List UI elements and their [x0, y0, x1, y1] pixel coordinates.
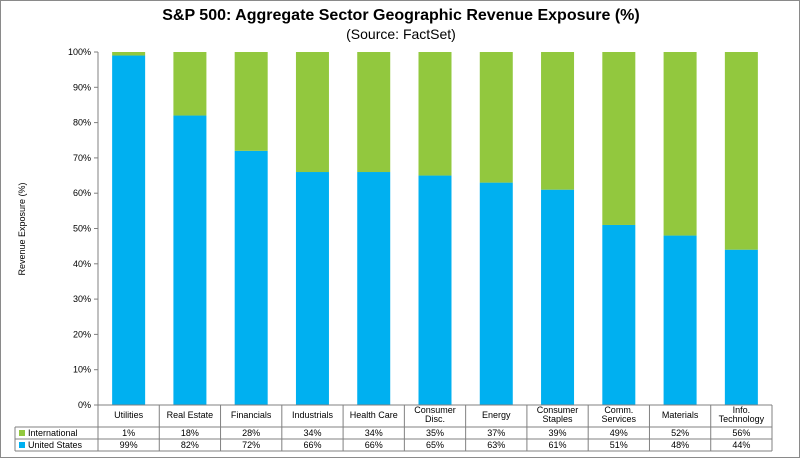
y-tick-label: 30% — [73, 294, 91, 304]
bar-united-states — [173, 115, 207, 405]
x-tick-label: Financials — [231, 410, 272, 420]
x-tick-label: Consumer — [537, 405, 579, 415]
x-tick-label: Technology — [719, 414, 765, 424]
bar-international — [173, 52, 207, 116]
bar-united-states — [541, 189, 575, 405]
data-label: 44% — [732, 440, 750, 450]
x-tick-label: Utilities — [114, 410, 144, 420]
bar-united-states — [234, 150, 268, 405]
data-label: 28% — [242, 428, 260, 438]
y-tick-label: 0% — [78, 400, 91, 410]
data-label: 49% — [610, 428, 628, 438]
bar-international — [295, 52, 329, 173]
data-label: 48% — [671, 440, 689, 450]
x-tick-label: Info. — [733, 405, 751, 415]
y-tick-label: 70% — [73, 153, 91, 163]
y-tick-label: 90% — [73, 82, 91, 92]
bar-international — [112, 52, 146, 56]
bar-united-states — [418, 175, 452, 405]
x-tick-label: Services — [602, 414, 637, 424]
x-tick-label: Industrials — [292, 410, 334, 420]
bar-international — [541, 52, 575, 190]
legend-united-states-label: United States — [28, 440, 83, 450]
x-tick-label: Disc. — [425, 414, 445, 424]
bar-international — [724, 52, 758, 250]
bar-united-states — [112, 55, 146, 405]
bar-united-states — [724, 249, 758, 405]
bar-united-states — [602, 224, 636, 405]
data-label: 66% — [303, 440, 321, 450]
bar-united-states — [357, 172, 391, 405]
chart-subtitle: (Source: FactSet) — [346, 26, 456, 42]
x-tick-label: Energy — [482, 410, 511, 420]
data-label: 61% — [549, 440, 567, 450]
data-label: 39% — [549, 428, 567, 438]
data-label: 1% — [122, 428, 135, 438]
y-tick-label: 40% — [73, 259, 91, 269]
y-tick-label: 100% — [68, 47, 91, 57]
bar-united-states — [479, 182, 513, 405]
x-tick-label: Comm. — [604, 405, 633, 415]
data-label: 51% — [610, 440, 628, 450]
bar-international — [663, 52, 697, 236]
x-tick-label: Real Estate — [167, 410, 214, 420]
y-tick-label: 80% — [73, 118, 91, 128]
data-label: 82% — [181, 440, 199, 450]
data-label: 37% — [487, 428, 505, 438]
bar-united-states — [663, 235, 697, 405]
data-label: 34% — [365, 428, 383, 438]
data-label: 65% — [426, 440, 444, 450]
x-tick-label: Health Care — [350, 410, 398, 420]
y-tick-label: 10% — [73, 365, 91, 375]
x-tick-label: Consumer — [414, 405, 456, 415]
bar-united-states — [295, 172, 329, 405]
data-label: 52% — [671, 428, 689, 438]
data-label: 18% — [181, 428, 199, 438]
y-tick-label: 50% — [73, 224, 91, 234]
bar-international — [602, 52, 636, 225]
bar-international — [357, 52, 391, 173]
bar-international — [479, 52, 513, 183]
legend-united-states-swatch — [19, 442, 25, 448]
legend-international-label: International — [28, 428, 78, 438]
data-label: 66% — [365, 440, 383, 450]
data-label: 63% — [487, 440, 505, 450]
data-label: 56% — [732, 428, 750, 438]
bar-international — [234, 52, 268, 151]
bar-international — [418, 52, 452, 176]
x-tick-label: Staples — [543, 414, 574, 424]
data-label: 72% — [242, 440, 260, 450]
y-tick-label: 60% — [73, 188, 91, 198]
data-label: 35% — [426, 428, 444, 438]
data-label: 34% — [303, 428, 321, 438]
legend-international-swatch — [19, 430, 25, 436]
y-tick-label: 20% — [73, 329, 91, 339]
data-label: 99% — [120, 440, 138, 450]
x-tick-label: Materials — [662, 410, 699, 420]
chart-title: S&P 500: Aggregate Sector Geographic Rev… — [162, 7, 640, 24]
